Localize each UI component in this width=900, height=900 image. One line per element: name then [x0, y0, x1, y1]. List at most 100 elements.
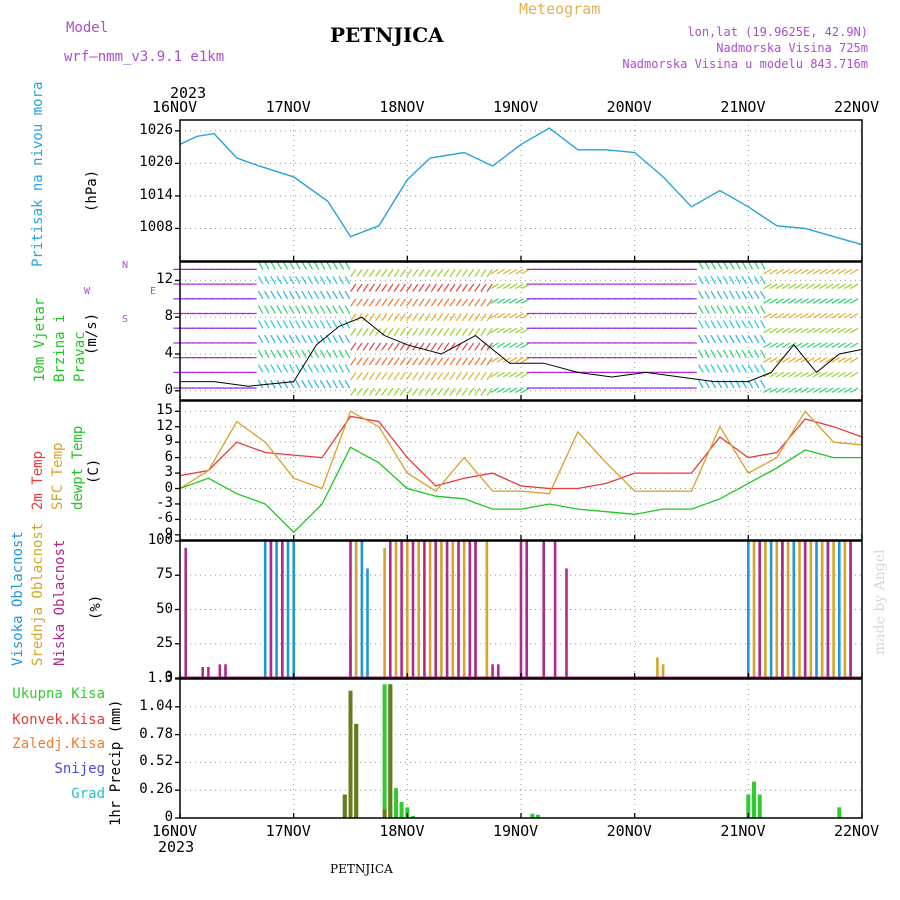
wind-barb	[831, 268, 840, 275]
wind-barb	[502, 298, 512, 304]
wind-barb	[515, 357, 524, 363]
wind-barb	[515, 371, 524, 378]
y-tick-label: 0.52	[139, 753, 173, 770]
wind-barb	[399, 283, 406, 292]
wind-barb	[747, 290, 754, 300]
wind-barb	[344, 349, 351, 358]
wind-barb	[319, 290, 326, 300]
wind-barb	[722, 364, 729, 373]
wind-barb	[406, 313, 413, 322]
wind-barb	[455, 283, 462, 292]
wind-barb	[264, 276, 270, 285]
wind-barb	[800, 357, 809, 363]
wind-barb	[775, 371, 784, 378]
cloud-bar	[849, 541, 852, 678]
wind-barb	[387, 327, 394, 336]
wind-barb	[729, 305, 735, 314]
wind-barb	[769, 298, 778, 304]
wind-barb	[368, 269, 375, 278]
wind-barb	[338, 364, 344, 373]
wind-barb	[781, 283, 791, 290]
wind-barb	[831, 342, 840, 349]
wind-barb	[849, 371, 859, 378]
wind-barb	[362, 283, 369, 292]
wind-barb	[837, 387, 846, 394]
wind-barb	[257, 290, 264, 300]
wind-barb	[490, 283, 499, 290]
wind-barb	[455, 387, 462, 396]
wind-barb	[825, 342, 834, 349]
cloud-bar	[360, 541, 364, 678]
wind-barb	[381, 313, 388, 322]
wind-barb	[769, 327, 778, 334]
wind-barb	[455, 269, 462, 278]
wind-barb	[307, 276, 313, 285]
wind-barb	[775, 298, 784, 304]
wind-barb	[849, 283, 859, 290]
wind-barb	[412, 387, 419, 396]
wind-barb	[356, 313, 363, 322]
wind-barb	[430, 327, 437, 336]
wind-barb	[716, 305, 723, 314]
wind-barb	[831, 327, 840, 334]
wind-barb	[480, 372, 487, 381]
y-tick-label: 1026	[139, 121, 173, 138]
wind-barb	[788, 387, 797, 394]
wind-barb	[368, 372, 375, 381]
wind-barb	[468, 269, 475, 278]
wind-barb	[288, 334, 295, 344]
wind-barb	[319, 261, 326, 270]
precip-total-bar	[757, 794, 762, 818]
cloud-label-high: Visoka Oblacnost	[10, 531, 26, 666]
wind-barb	[710, 320, 716, 329]
wind-barb	[741, 320, 747, 329]
wind-barb	[338, 349, 344, 358]
wind-barb	[480, 357, 487, 366]
wind-barb	[806, 268, 815, 275]
wind-barb	[406, 298, 413, 307]
wind-barb	[474, 283, 481, 292]
wind-barb	[344, 364, 351, 373]
wind-barb	[729, 364, 735, 373]
wind-barb	[437, 387, 444, 396]
wind-barb	[393, 298, 400, 307]
wind-barb	[338, 261, 344, 270]
wind-barb	[375, 283, 382, 292]
wind-barb	[257, 320, 264, 329]
temp-series-line	[179, 446, 862, 534]
wind-barb	[455, 313, 462, 322]
wind-barb	[515, 387, 524, 394]
cloud-bar	[184, 547, 187, 678]
wind-barb	[375, 342, 382, 351]
wind-barb	[344, 305, 351, 314]
wind-barb	[710, 364, 716, 373]
wind-barb	[760, 305, 766, 314]
wind-barb	[362, 387, 369, 396]
wind-barb	[490, 387, 499, 394]
wind-barb	[412, 313, 419, 322]
wind-barb	[753, 349, 760, 358]
wind-barb	[326, 364, 332, 373]
cloud-bar	[417, 541, 420, 678]
wind-barb	[825, 283, 834, 290]
cloud-bar	[349, 541, 352, 678]
wind-barb	[698, 349, 704, 358]
wind-barb	[741, 305, 747, 314]
wind-barb	[486, 298, 493, 307]
wind-barb	[806, 387, 815, 394]
wind-barb	[794, 357, 803, 363]
wind-barb	[496, 298, 505, 304]
wind-barb	[449, 283, 456, 292]
cloud-bar	[525, 541, 528, 678]
cloud-bar	[752, 541, 756, 678]
wind-barb	[521, 268, 530, 275]
wind-barb	[443, 387, 450, 396]
wind-barb	[480, 269, 487, 278]
wind-barb	[509, 327, 518, 334]
wind-barb	[418, 372, 425, 381]
wind-barb	[716, 334, 723, 344]
wind-barb	[722, 349, 729, 358]
wind-barb	[698, 379, 704, 389]
precip-total-bar	[746, 794, 751, 818]
